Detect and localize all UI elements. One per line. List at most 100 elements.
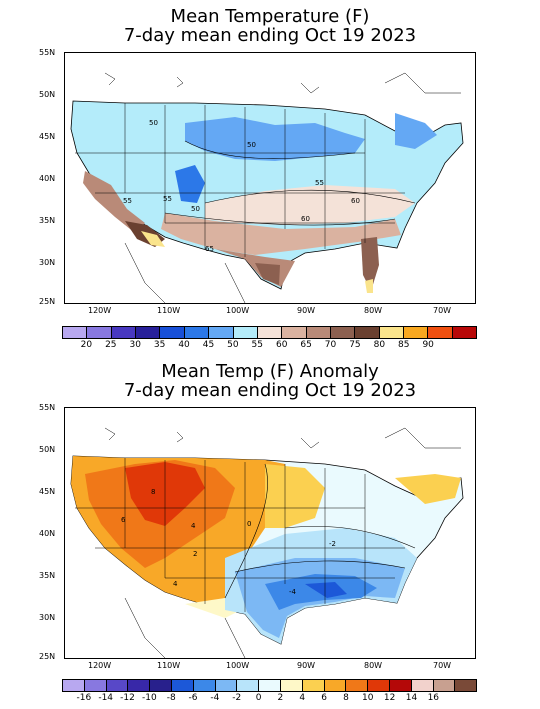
lon-label: 70W [433, 661, 452, 670]
state-borders [75, 103, 405, 257]
colorbar-label: 80 [373, 340, 386, 350]
colorbar-label: -10 [142, 693, 157, 703]
colorbar-swatch [233, 327, 258, 338]
band-west-65 [83, 171, 145, 233]
contour-label: 8 [151, 488, 155, 496]
lon-label: 110W [157, 661, 181, 670]
colorbar-swatch [63, 680, 85, 691]
temperature-title-line1: Mean Temperature (F) [170, 6, 370, 27]
contour-label: -4 [289, 588, 297, 596]
band-80-florida [365, 279, 373, 293]
colorbar-swatch [209, 327, 234, 338]
colorbar-swatch [128, 680, 151, 691]
colorbar-label: 90 [422, 340, 434, 350]
temperature-colorbar [62, 326, 477, 339]
lon-label: 70W [433, 306, 452, 315]
colorbar-label: 30 [129, 340, 141, 350]
anomaly-colorbar [62, 679, 477, 692]
temperature-map-svg: 50 50 55 55 60 55 50 65 60 [65, 53, 475, 303]
colorbar-swatch [282, 327, 307, 338]
colorbar-swatch [237, 680, 260, 691]
contour-label: -2 [329, 540, 336, 548]
lat-label: 40N [39, 174, 56, 183]
colorbar-label: -12 [120, 693, 135, 703]
colorbar-swatch [184, 327, 210, 338]
colorbar-label: 85 [398, 340, 410, 350]
lat-label: 25N [39, 297, 56, 306]
band-60 [205, 185, 415, 225]
temperature-title-line2: 7-day mean ending Oct 19 2023 [123, 25, 417, 46]
anomaly-panel: Mean Temp (F) Anomaly 7-day mean ending … [0, 355, 540, 709]
colorbar-swatch [215, 680, 238, 691]
lat-label: 45N [39, 132, 56, 141]
anomaly-title-line1: Mean Temp (F) Anomaly [161, 361, 379, 382]
lat-label: 35N [39, 216, 56, 225]
colorbar-swatch [302, 680, 325, 691]
colorbar-label: 75 [349, 340, 361, 350]
contour-label: 55 [123, 197, 132, 205]
lat-label: 40N [39, 529, 56, 538]
colorbar-swatch [346, 680, 369, 691]
colorbar-label: -6 [188, 693, 198, 703]
colorbar-swatch [171, 680, 194, 691]
contour-label: 65 [205, 245, 214, 253]
colorbar-swatch [150, 680, 172, 691]
contour-label: 0 [247, 520, 251, 528]
lat-label: 45N [39, 487, 56, 496]
contour-label: 50 [247, 141, 256, 149]
anomaly-warm-2b [395, 474, 461, 504]
lat-label: 35N [39, 571, 56, 580]
colorbar-label: 60 [275, 340, 288, 350]
colorbar-label: -2 [232, 693, 242, 703]
colorbar-label: 40 [178, 340, 190, 350]
colorbar-swatch [455, 680, 477, 691]
colorbar-label: 6 [321, 693, 327, 703]
state-borders [75, 458, 405, 612]
anomaly-title-line2: 7-day mean ending Oct 19 2023 [123, 380, 417, 401]
coastline-outlines [104, 427, 461, 658]
colorbar-label: 25 [105, 340, 117, 350]
lat-label: 55N [39, 48, 56, 57]
colorbar-label: 35 [153, 340, 166, 350]
lon-label: 90W [297, 661, 316, 670]
colorbar-swatch [280, 680, 303, 691]
colorbar-label: 4 [299, 693, 306, 703]
colorbar-label: 45 [202, 340, 215, 350]
colorbar-swatch [355, 327, 380, 338]
contour-label: 55 [163, 195, 172, 203]
band-50-northeast [395, 113, 437, 149]
colorbar-label: -16 [76, 693, 92, 703]
colorbar-swatch [389, 680, 412, 691]
colorbar-label: 0 [255, 693, 262, 703]
band-75-florida [361, 237, 379, 291]
anomaly-map-svg: 8 6 4 2 0 -2 -4 4 [65, 408, 475, 658]
band-80-southwest [141, 231, 165, 247]
colorbar-label: 70 [324, 340, 337, 350]
colorbar-swatch [433, 680, 456, 691]
lat-label: 55N [39, 403, 56, 412]
colorbar-swatch [84, 680, 107, 691]
contour-label: 4 [191, 522, 196, 530]
colorbar-label: 20 [80, 340, 93, 350]
contour-lines [224, 463, 416, 599]
lat-label: 50N [39, 445, 56, 454]
colorbar-label: 14 [405, 693, 418, 703]
colorbar-swatch [160, 327, 185, 338]
lat-label: 30N [39, 258, 56, 267]
colorbar-label: -14 [98, 693, 114, 703]
colorbar-label: 10 [362, 693, 374, 703]
colorbar-swatch [111, 327, 137, 338]
lat-label: 30N [39, 613, 56, 622]
colorbar-swatch [452, 327, 477, 338]
colorbar-swatch [428, 327, 453, 338]
lon-label: 90W [297, 306, 316, 315]
colorbar-swatch [379, 327, 405, 338]
contour-label: 4 [173, 580, 178, 588]
anomaly-map: 8 6 4 2 0 -2 -4 4 [64, 407, 476, 659]
colorbar-swatch [411, 680, 434, 691]
temperature-panel: Mean Temperature (F) 7-day mean ending O… [39, 6, 477, 350]
colorbar-label: -4 [210, 693, 220, 703]
lat-label: 25N [39, 652, 56, 661]
colorbar-label: 50 [227, 340, 239, 350]
band-50 [185, 117, 365, 161]
